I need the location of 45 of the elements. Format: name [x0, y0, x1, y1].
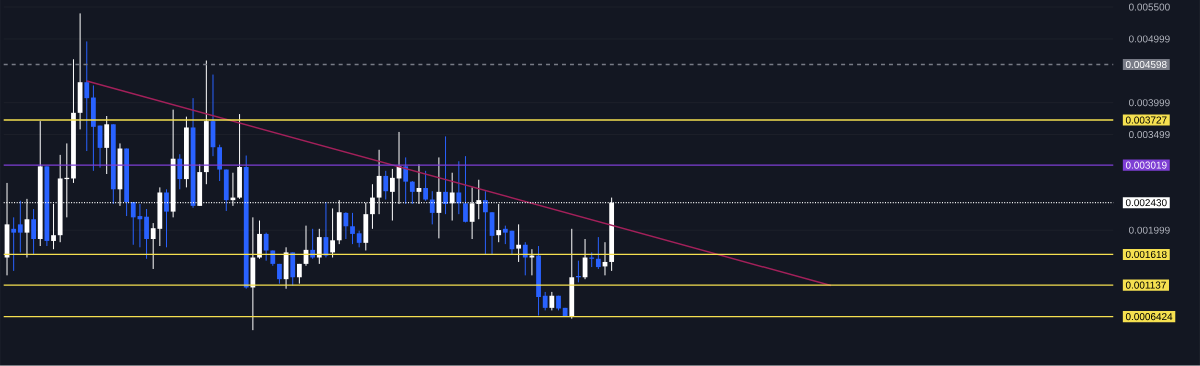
candlestick: [104, 115, 110, 175]
candlestick: [409, 180, 415, 205]
y-tick-label: 0.003499: [1128, 131, 1170, 139]
ref-line-label: 0.001618: [1125, 250, 1167, 259]
candlestick: [522, 241, 528, 276]
candlestick: [456, 160, 462, 215]
candlestick: [310, 228, 316, 260]
candlestick: [502, 225, 508, 245]
candlestick: [383, 170, 389, 201]
candlestick: [257, 220, 262, 260]
ref-line-label: 0.003019: [1125, 161, 1167, 169]
candlestick: [177, 153, 183, 190]
candlestick: [403, 157, 409, 205]
candlestick: [164, 188, 169, 248]
y-tick-label: 0.004999: [1128, 35, 1170, 43]
candlestick: [350, 212, 355, 245]
candlestick: [144, 208, 149, 260]
candlestick: [130, 201, 136, 246]
y-tick-label: 0.001999: [1128, 226, 1170, 234]
ref-line-label: 0.004598: [1125, 61, 1167, 69]
candlestick: [316, 228, 322, 265]
ref-line-label: 0.003727: [1125, 116, 1167, 124]
candlestick: [429, 190, 435, 225]
candlestick: [11, 216, 17, 272]
ref-line-label: 0.0006424: [1125, 313, 1173, 321]
ref-line-label: 0.001137: [1125, 281, 1166, 289]
candlestick: [542, 291, 548, 311]
candlestick: [217, 144, 223, 182]
candlestick: [343, 211, 349, 240]
candlestick: [443, 135, 448, 215]
ref-line-label: 0.002430: [1125, 199, 1167, 207]
y-tick-label: 0.003999: [1128, 99, 1170, 107]
candlestick: [263, 232, 269, 262]
candlestick: [17, 200, 23, 253]
candlestick: [516, 223, 522, 263]
candlestick: [423, 170, 428, 202]
candlestick: [595, 236, 601, 270]
candlestick: [483, 190, 488, 255]
candlestick: [84, 40, 90, 152]
candlestick: [31, 208, 36, 255]
candlestick: [496, 203, 502, 243]
candlestick: [463, 155, 468, 224]
y-tick-label: 0.005500: [1128, 3, 1170, 11]
candlestick: [330, 207, 335, 259]
candlestick: [549, 291, 555, 311]
